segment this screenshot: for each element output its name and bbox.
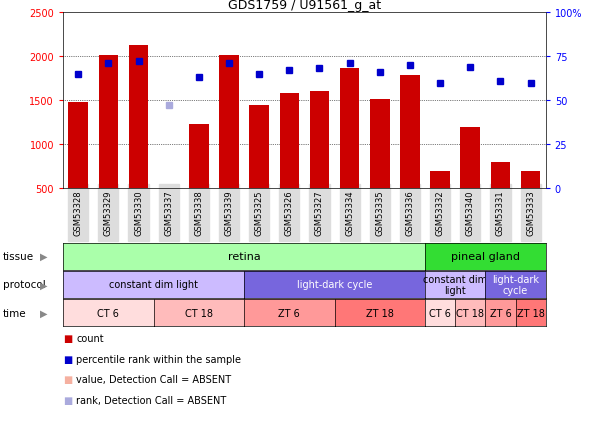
Text: value, Detection Call = ABSENT: value, Detection Call = ABSENT [76,375,231,385]
Bar [189,125,209,189]
Text: time: time [3,308,26,318]
Bar [340,69,359,189]
Bar [521,171,540,189]
Bar [99,56,118,189]
Bar [310,92,329,189]
Text: constant dim
light: constant dim light [423,274,487,295]
Text: tissue: tissue [3,252,34,261]
Text: rank, Detection Call = ABSENT: rank, Detection Call = ABSENT [76,395,227,405]
Bar [460,127,480,189]
Text: ZT 6: ZT 6 [278,308,300,318]
Bar [400,76,419,189]
Text: light-dark cycle: light-dark cycle [297,280,372,289]
Bar [219,56,239,189]
Text: ■: ■ [63,395,72,405]
Text: light-dark
cycle: light-dark cycle [492,274,539,295]
Text: protocol: protocol [3,280,46,289]
Bar [490,162,510,189]
Text: percentile rank within the sample: percentile rank within the sample [76,354,242,364]
Text: ▶: ▶ [40,252,47,261]
Text: CT 18: CT 18 [456,308,484,318]
Text: ■: ■ [63,354,72,364]
Text: ZT 18: ZT 18 [517,308,545,318]
Bar [69,103,88,189]
Text: CT 6: CT 6 [97,308,119,318]
Text: ■: ■ [63,333,72,343]
Bar [249,105,269,189]
Bar [370,100,389,189]
Text: pineal gland: pineal gland [451,252,520,261]
Text: ▶: ▶ [40,308,47,318]
Bar [129,46,148,189]
Text: CT 6: CT 6 [429,308,451,318]
Text: ▶: ▶ [40,280,47,289]
Text: constant dim light: constant dim light [109,280,198,289]
Text: ZT 18: ZT 18 [366,308,394,318]
Text: CT 18: CT 18 [185,308,213,318]
Text: count: count [76,333,104,343]
Text: ZT 6: ZT 6 [490,308,511,318]
Text: ■: ■ [63,375,72,385]
Bar [430,171,450,189]
Title: GDS1759 / U91561_g_at: GDS1759 / U91561_g_at [228,0,381,12]
Text: retina: retina [228,252,260,261]
Bar [279,94,299,189]
